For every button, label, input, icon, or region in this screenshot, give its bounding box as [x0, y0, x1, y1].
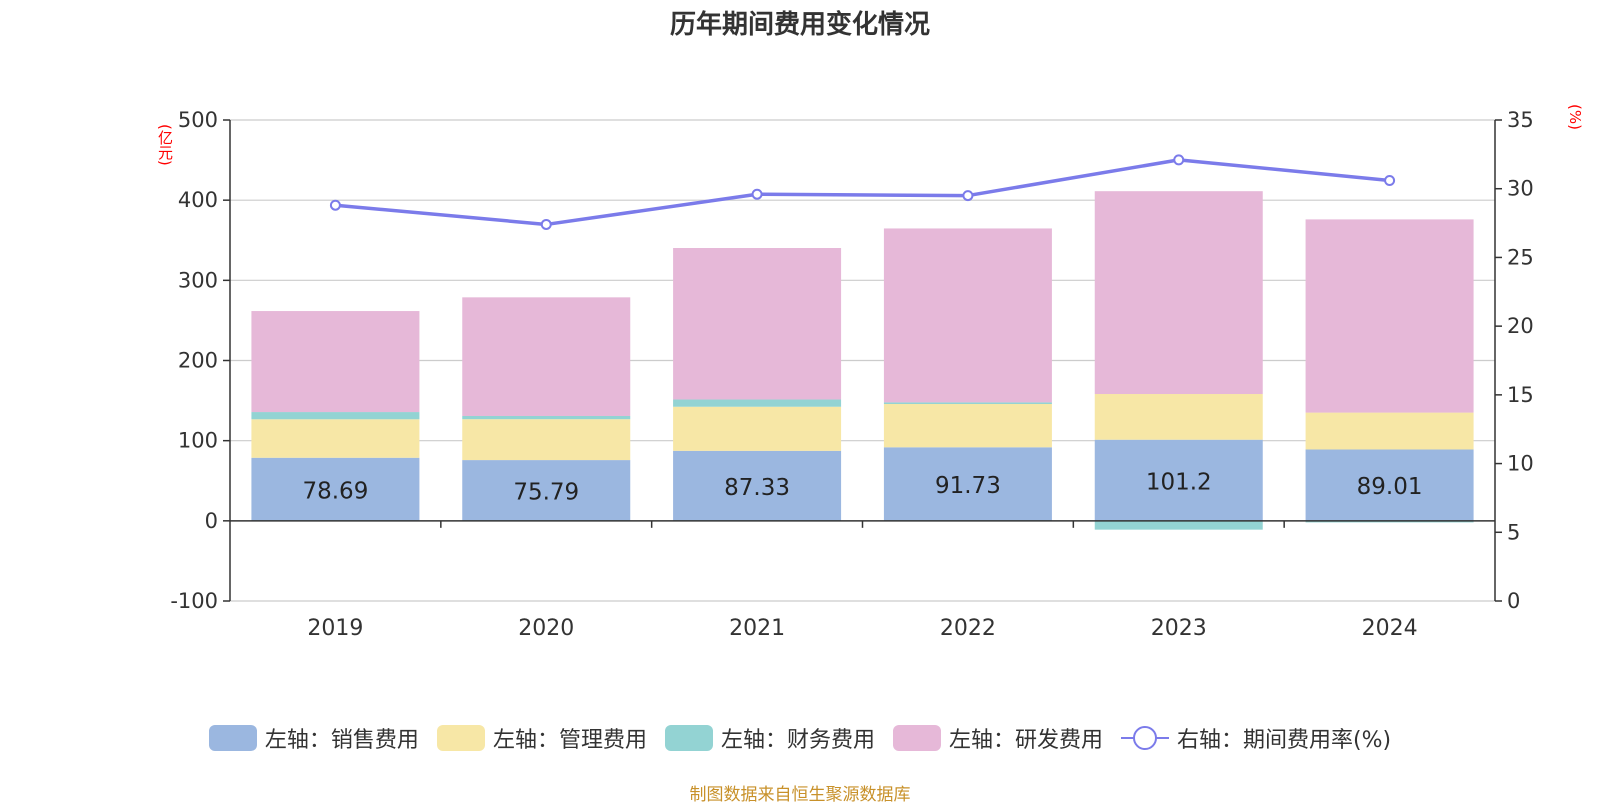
right-tick-label: 25: [1507, 245, 1534, 269]
left-tick-label: 200: [178, 349, 218, 373]
bar-sales: [1305, 449, 1474, 521]
legend-swatch: [1120, 725, 1169, 751]
bar-sales: [462, 460, 631, 521]
bar-finance: [462, 415, 631, 420]
bar-admin: [673, 406, 842, 451]
rate-point: [962, 190, 974, 202]
bar-sales: [673, 450, 842, 521]
left-tick-label: 100: [178, 429, 218, 453]
bar-rnd: [462, 297, 631, 416]
legend: 左轴：销售费用 左轴：管理费用 左轴：财务费用 左轴：研发费用 右轴：期间费用率(%): [0, 718, 1600, 758]
legend-item[interactable]: 左轴：研发费用: [892, 722, 1103, 754]
right-tick-label: 10: [1507, 452, 1534, 476]
legend-swatch: [664, 725, 713, 751]
bar-sales: [883, 447, 1052, 521]
rate-point: [1173, 154, 1185, 166]
legend-item[interactable]: 左轴：管理费用: [436, 722, 647, 754]
bar-admin: [883, 404, 1052, 448]
bar-admin: [1094, 394, 1263, 440]
data-label: 101.2: [1146, 469, 1212, 495]
x-tick-label: 2023: [1151, 616, 1207, 641]
left-axis-unit: (亿元): [156, 124, 174, 166]
legend-item[interactable]: 左轴：财务费用: [664, 722, 875, 754]
bar-finance: [1094, 520, 1263, 530]
bar-finance: [251, 412, 420, 420]
bar-admin: [1305, 412, 1474, 450]
right-axis-unit: (%): [1566, 104, 1584, 130]
x-tick-label: 2024: [1362, 616, 1418, 641]
left-tick-label: 400: [178, 188, 218, 212]
legend-label: 左轴：销售费用: [264, 728, 419, 753]
data-label: 75.79: [513, 479, 579, 505]
right-tick-label: 30: [1507, 177, 1534, 201]
bar-rnd: [883, 228, 1052, 403]
x-tick-label: 2022: [940, 616, 996, 641]
x-tick-label: 2021: [729, 616, 785, 641]
legend-item[interactable]: 左轴：销售费用: [208, 722, 419, 754]
bar-finance: [1305, 520, 1474, 523]
bar-rnd: [251, 311, 420, 413]
right-tick-label: 0: [1507, 589, 1520, 613]
right-tick-label: 5: [1507, 520, 1520, 544]
legend-item[interactable]: 右轴：期间费用率(%): [1120, 722, 1392, 754]
legend-label: 左轴：财务费用: [720, 728, 875, 753]
legend-label: 左轴：研发费用: [948, 728, 1103, 753]
bar-rnd: [1094, 191, 1263, 395]
data-label: 89.01: [1357, 474, 1423, 500]
legend-swatch: [208, 725, 257, 751]
left-tick-label: -100: [170, 589, 218, 613]
data-label: 87.33: [724, 475, 790, 501]
bar-sales: [1094, 439, 1263, 521]
rate-point: [751, 188, 763, 200]
source-note: 制图数据来自恒生聚源数据库: [689, 785, 911, 805]
legend-label: 右轴：期间费用率(%): [1176, 728, 1392, 753]
legend-label: 左轴：管理费用: [492, 728, 647, 753]
left-tick-label: 300: [178, 268, 218, 292]
rate-point: [329, 199, 341, 211]
chart-title: 历年期间费用变化情况: [669, 10, 930, 40]
right-tick-label: 20: [1507, 314, 1534, 338]
left-tick-label: 500: [178, 108, 218, 132]
data-label: 78.69: [302, 478, 368, 504]
x-tick-label: 2020: [518, 616, 574, 641]
bar-sales: [251, 457, 420, 521]
bar-rnd: [1305, 219, 1474, 413]
bar-rnd: [673, 248, 842, 400]
x-tick-label: 2019: [307, 616, 363, 641]
bar-admin: [462, 419, 631, 461]
bar-finance: [883, 402, 1052, 405]
rate-point: [1384, 174, 1396, 186]
rate-point: [540, 218, 552, 230]
bar-finance: [673, 399, 842, 407]
left-tick-label: 0: [205, 509, 218, 533]
right-tick-label: 15: [1507, 383, 1534, 407]
right-tick-label: 35: [1507, 108, 1534, 132]
legend-swatch: [892, 725, 941, 751]
bar-admin: [251, 419, 420, 458]
legend-swatch: [436, 725, 485, 751]
data-label: 91.73: [935, 473, 1001, 499]
rate-line: [335, 158, 1390, 227]
